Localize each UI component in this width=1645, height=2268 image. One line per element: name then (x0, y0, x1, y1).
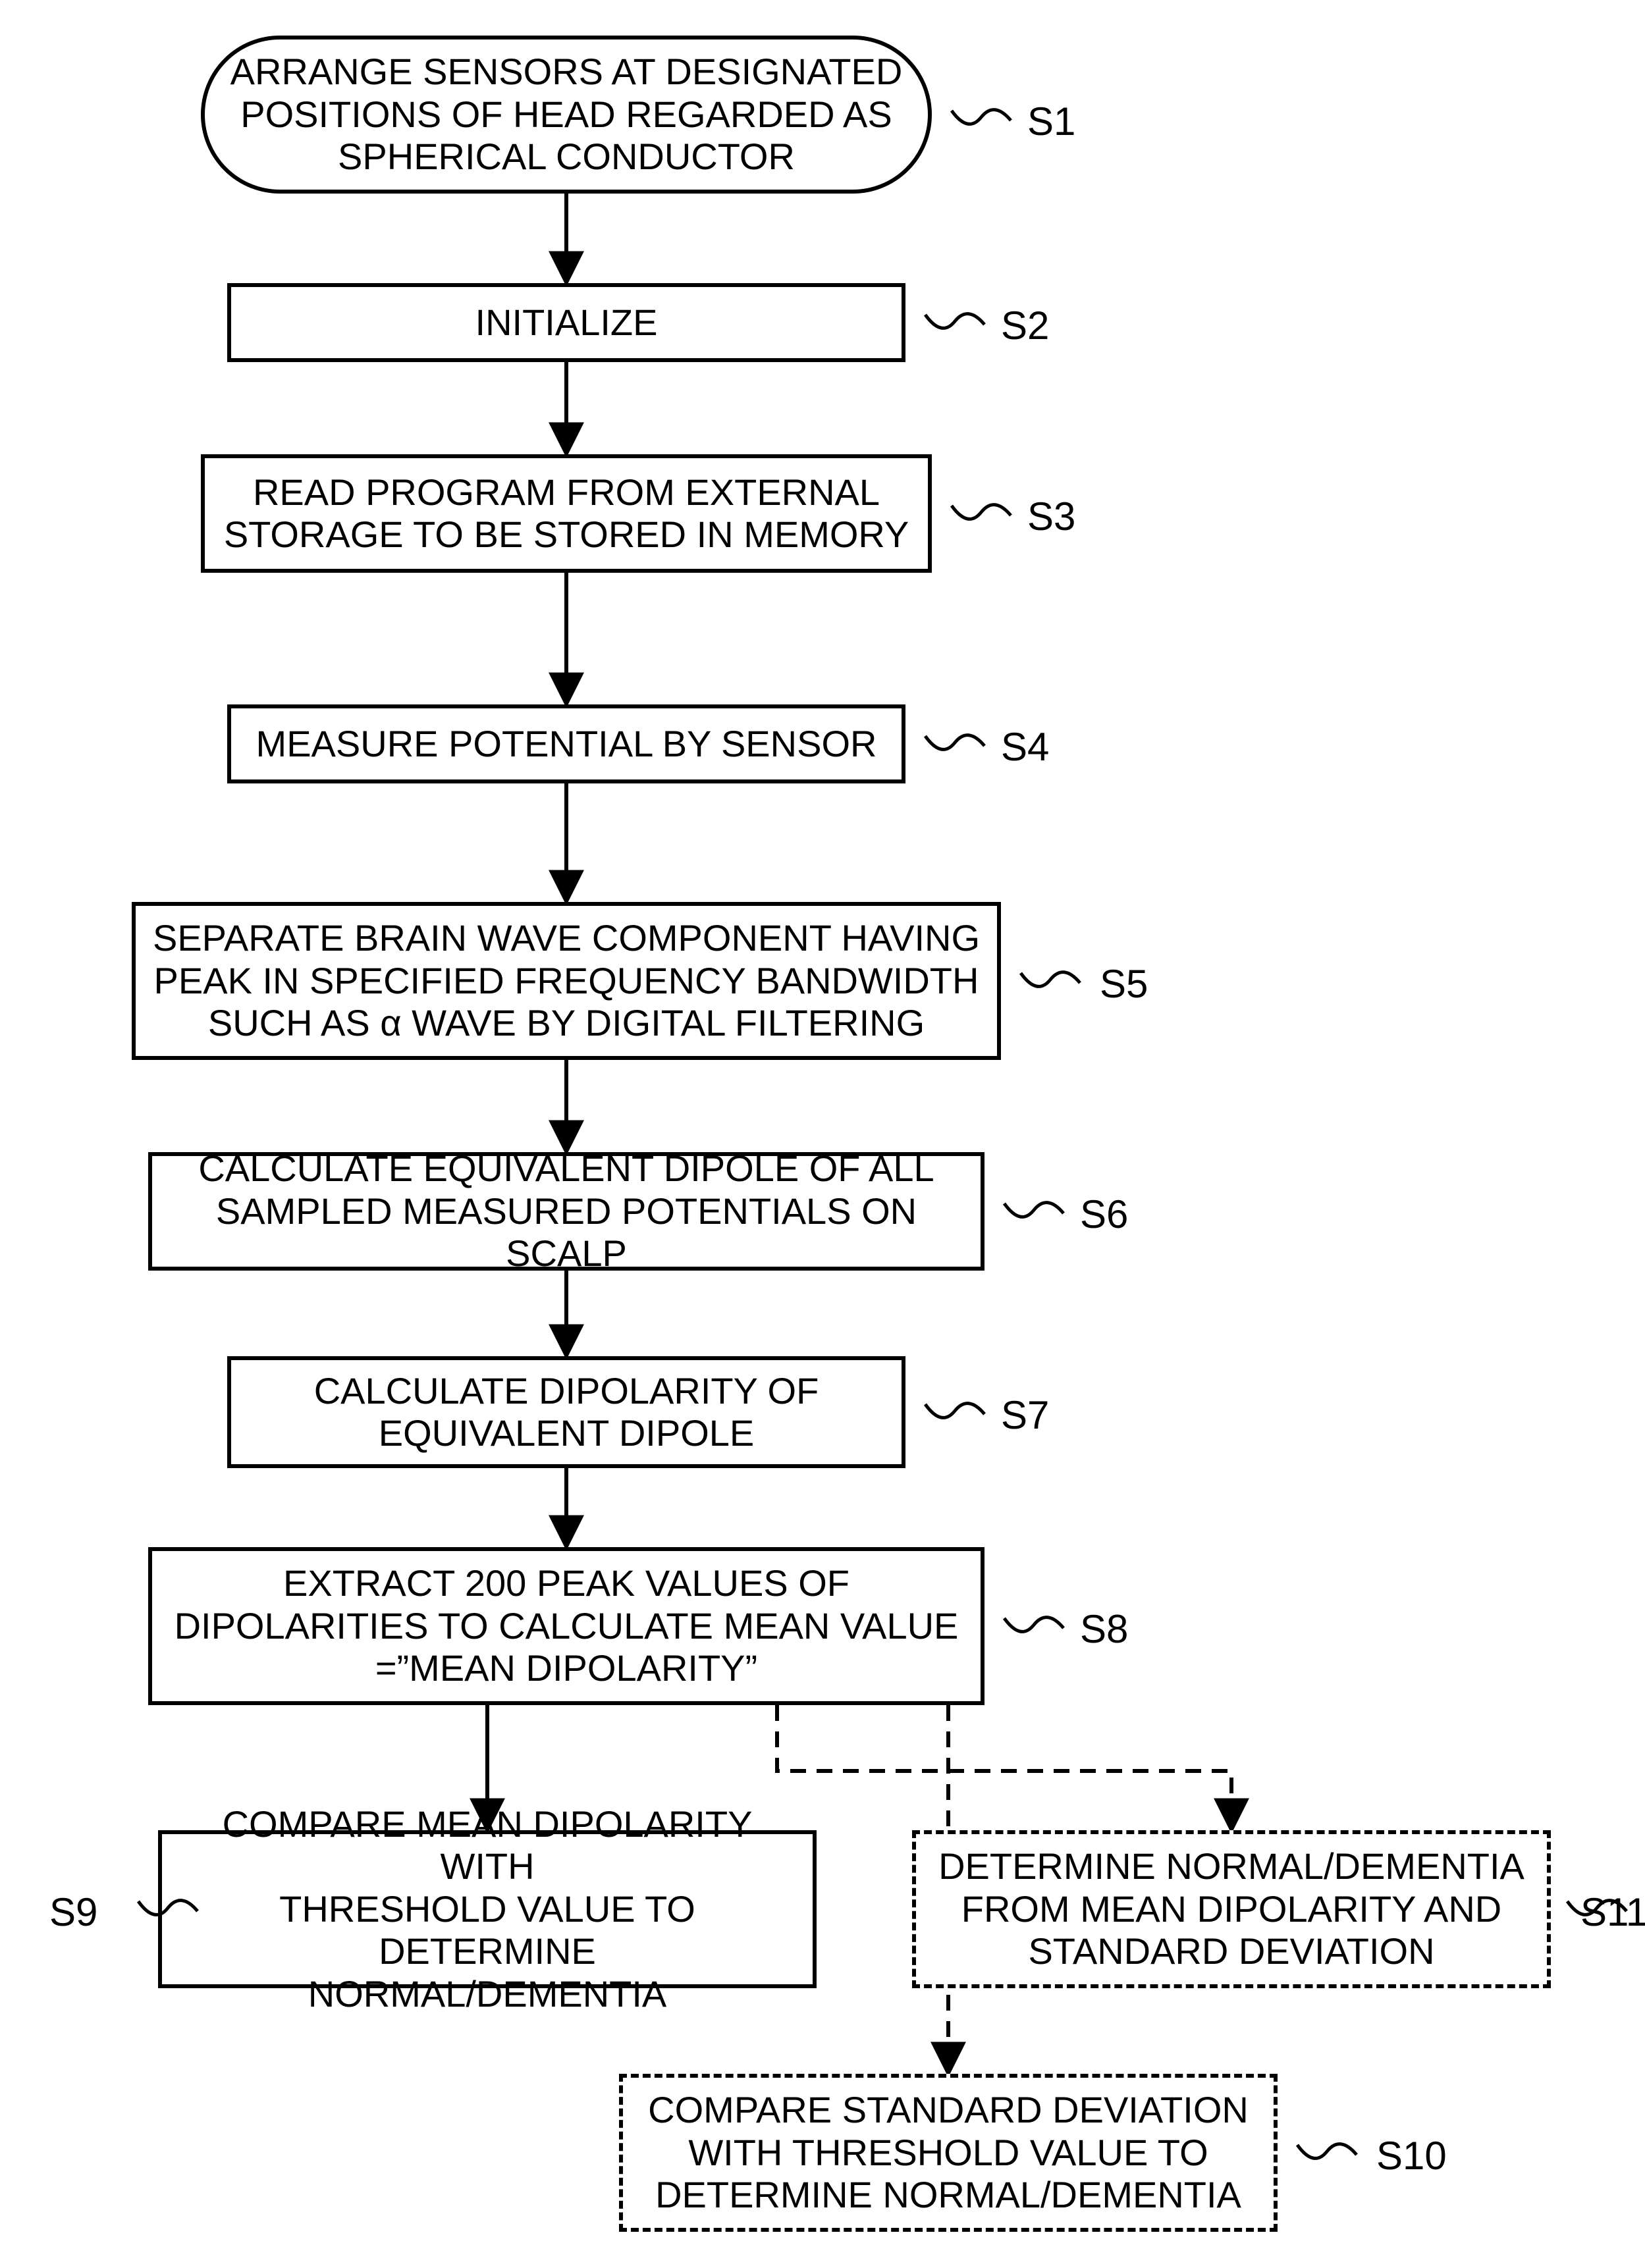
label-tilde-t5 (1014, 960, 1087, 999)
label-tilde-t1 (945, 97, 1017, 137)
step-label-l3: S3 (1027, 494, 1075, 539)
label-tilde-t3 (945, 492, 1017, 532)
node-text: SEPARATE BRAIN WAVE COMPONENT HAVING PEA… (153, 917, 980, 1044)
node-text: EXTRACT 200 PEAK VALUES OF DIPOLARITIES … (175, 1562, 959, 1689)
flowchart-node-s8: EXTRACT 200 PEAK VALUES OF DIPOLARITIES … (148, 1547, 984, 1705)
step-label-l5: S5 (1100, 961, 1148, 1007)
node-text: CALCULATE DIPOLARITY OF EQUIVALENT DIPOL… (314, 1370, 819, 1455)
step-label-l10: S10 (1376, 2133, 1447, 2178)
label-tilde-t6 (998, 1190, 1070, 1230)
flowchart-node-s10: COMPARE STANDARD DEVIATION WITH THRESHOL… (619, 2074, 1278, 2232)
node-text: READ PROGRAM FROM EXTERNAL STORAGE TO BE… (224, 471, 909, 556)
step-label-l6: S6 (1080, 1192, 1128, 1237)
label-tilde-t7 (919, 1391, 991, 1431)
flowchart-node-s9: COMPARE MEAN DIPOLARITY WITH THRESHOLD V… (158, 1830, 817, 1988)
flowchart-node-s1: ARRANGE SENSORS AT DESIGNATED POSITIONS … (201, 36, 932, 194)
label-tilde-t8 (998, 1605, 1070, 1645)
flowchart-node-s5: SEPARATE BRAIN WAVE COMPONENT HAVING PEA… (132, 902, 1001, 1060)
label-tilde-t10 (1291, 2132, 1363, 2171)
node-text: CALCULATE EQUIVALENT DIPOLE OF ALL SAMPL… (165, 1147, 967, 1275)
step-label-l1: S1 (1027, 99, 1075, 144)
edge-s8-s11 (777, 1705, 1231, 1830)
flowchart-node-s2: INITIALIZE (227, 283, 905, 362)
flowchart-node-s7: CALCULATE DIPOLARITY OF EQUIVALENT DIPOL… (227, 1356, 905, 1468)
node-text: MEASURE POTENTIAL BY SENSOR (256, 723, 877, 765)
label-tilde-t4 (919, 723, 991, 762)
node-text: ARRANGE SENSORS AT DESIGNATED POSITIONS … (230, 51, 903, 178)
flowchart-node-s11: DETERMINE NORMAL/DEMENTIA FROM MEAN DIPO… (912, 1830, 1551, 1988)
step-label-l8: S8 (1080, 1606, 1128, 1652)
step-label-l7: S7 (1001, 1392, 1049, 1438)
node-text: DETERMINE NORMAL/DEMENTIA FROM MEAN DIPO… (938, 1845, 1524, 1972)
label-tilde-t2 (919, 302, 991, 341)
step-label-l11: S11 (1580, 1889, 1645, 1935)
node-text: COMPARE STANDARD DEVIATION WITH THRESHOL… (648, 2089, 1249, 2216)
flowchart-node-s4: MEASURE POTENTIAL BY SENSOR (227, 704, 905, 783)
flowchart-node-s6: CALCULATE EQUIVALENT DIPOLE OF ALL SAMPL… (148, 1152, 984, 1271)
node-text: COMPARE MEAN DIPOLARITY WITH THRESHOLD V… (175, 1803, 799, 2015)
node-text: INITIALIZE (475, 302, 658, 344)
step-label-l2: S2 (1001, 303, 1049, 348)
step-label-l4: S4 (1001, 724, 1049, 770)
flowchart-node-s3: READ PROGRAM FROM EXTERNAL STORAGE TO BE… (201, 454, 932, 573)
step-label-l9: S9 (49, 1889, 97, 1935)
